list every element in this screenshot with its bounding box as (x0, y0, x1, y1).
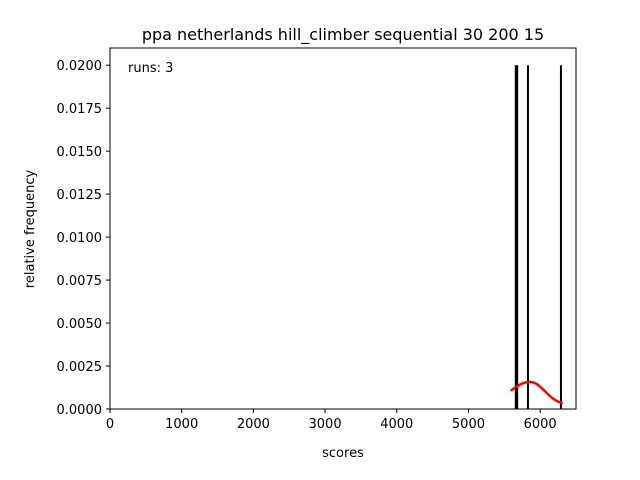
x-axis: 0 1000 2000 3000 4000 5000 6000 (106, 409, 557, 432)
density-curve (510, 380, 563, 405)
y-tick-label: 0.0150 (57, 145, 103, 160)
x-tick-label: 2000 (237, 417, 270, 432)
x-tick-label: 1000 (165, 417, 198, 432)
y-tick-label: 0.0025 (57, 360, 103, 375)
y-axis-label: relative frequency (23, 170, 38, 289)
plot-area (510, 65, 563, 409)
x-axis-label: scores (322, 446, 364, 461)
runs-annotation: runs: 3 (128, 61, 173, 76)
x-tick-label: 4000 (380, 417, 413, 432)
x-tick-label: 3000 (309, 417, 342, 432)
y-tick-label: 0.0000 (57, 403, 103, 418)
chart-title: ppa netherlands hill_climber sequential … (142, 25, 544, 45)
y-axis: 0.0000 0.0025 0.0050 0.0075 0.0100 0.0125 0.01… (57, 59, 110, 418)
x-tick-label: 5000 (452, 417, 485, 432)
y-tick-label: 0.0200 (57, 59, 103, 74)
y-tick-label: 0.0125 (57, 188, 103, 203)
y-tick-label: 0.0075 (57, 274, 103, 289)
y-tick-label: 0.0175 (57, 102, 103, 117)
x-tick-label: 6000 (524, 417, 557, 432)
y-tick-label: 0.0100 (57, 231, 103, 246)
y-tick-label: 0.0050 (57, 317, 103, 332)
axes-frame (109, 47, 577, 410)
x-tick-label: 0 (106, 417, 114, 432)
